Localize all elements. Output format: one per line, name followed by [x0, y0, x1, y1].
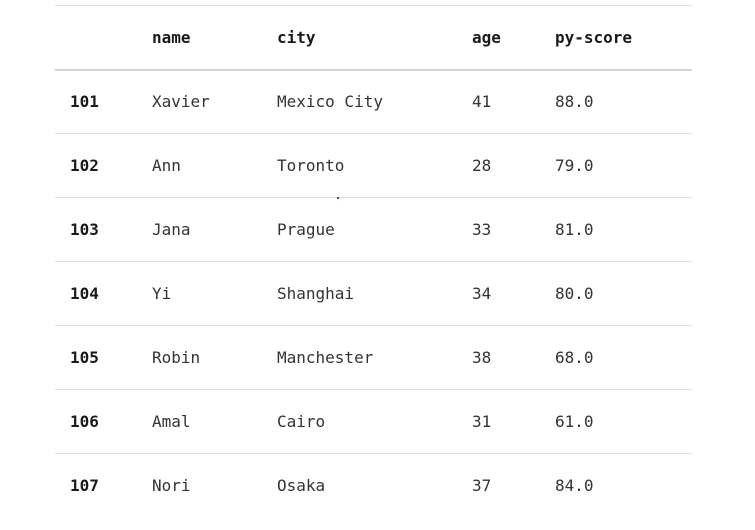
cell-name: Robin	[152, 348, 201, 367]
cell-py-score: 88.0	[555, 92, 594, 112]
cell-name: Nori	[152, 476, 191, 496]
cell-age: 33	[472, 220, 492, 239]
row-index: 101	[70, 92, 99, 112]
header-row: name city age py-score	[55, 5, 692, 70]
cell-city: Prague	[277, 220, 335, 239]
row-index: 103	[70, 220, 99, 239]
row-index: 104	[70, 284, 99, 303]
table-row: 102 Ann Toronto 28 79.0	[55, 134, 692, 198]
column-header-py-score: py-score	[555, 27, 633, 47]
index-header	[55, 6, 152, 70]
table-row: 106 Amal Cairo 31 61.0	[55, 390, 692, 454]
cell-age: 41	[472, 92, 492, 112]
cell-name: Yi	[152, 284, 172, 303]
cell-name: Xavier	[152, 92, 210, 112]
cursor-dot	[337, 197, 339, 199]
cell-city: Shanghai	[277, 284, 355, 303]
cell-age: 34	[472, 284, 492, 303]
row-index: 105	[70, 348, 99, 367]
row-index: 107	[70, 476, 99, 496]
cell-name: Jana	[152, 220, 191, 239]
cell-py-score: 80.0	[555, 284, 594, 303]
column-header-city: city	[277, 27, 316, 47]
cell-py-score: 84.0	[555, 476, 594, 496]
cell-city: Mexico City	[277, 92, 383, 112]
cell-city: Osaka	[277, 476, 326, 496]
cell-age: 38	[472, 348, 492, 367]
table-row: 103 Jana Prague 33 81.0	[55, 198, 692, 262]
row-index: 102	[70, 156, 99, 175]
table-row: 101 Xavier Mexico City 41 88.0	[55, 70, 692, 134]
cell-age: 28	[472, 156, 492, 175]
cell-py-score: 68.0	[555, 348, 594, 367]
column-header-name: name	[152, 27, 191, 47]
row-index: 106	[70, 412, 99, 431]
cell-city: Manchester	[277, 348, 374, 367]
dataframe-table: name city age py-score 101 Xavier Mexico…	[55, 5, 692, 518]
cell-py-score: 79.0	[555, 156, 594, 175]
cell-name: Ann	[152, 156, 181, 175]
cell-name: Amal	[152, 412, 191, 431]
column-header-age: age	[472, 27, 501, 47]
table-row: 105 Robin Manchester 38 68.0	[55, 326, 692, 390]
cell-age: 37	[472, 476, 492, 496]
cell-age: 31	[472, 412, 492, 431]
cell-py-score: 61.0	[555, 412, 594, 431]
cell-py-score: 81.0	[555, 220, 594, 239]
table-row: 104 Yi Shanghai 34 80.0	[55, 262, 692, 326]
table-row: 107 Nori Osaka 37 84.0	[55, 454, 692, 518]
cell-city: Cairo	[277, 412, 326, 431]
cell-city: Toronto	[277, 156, 345, 175]
